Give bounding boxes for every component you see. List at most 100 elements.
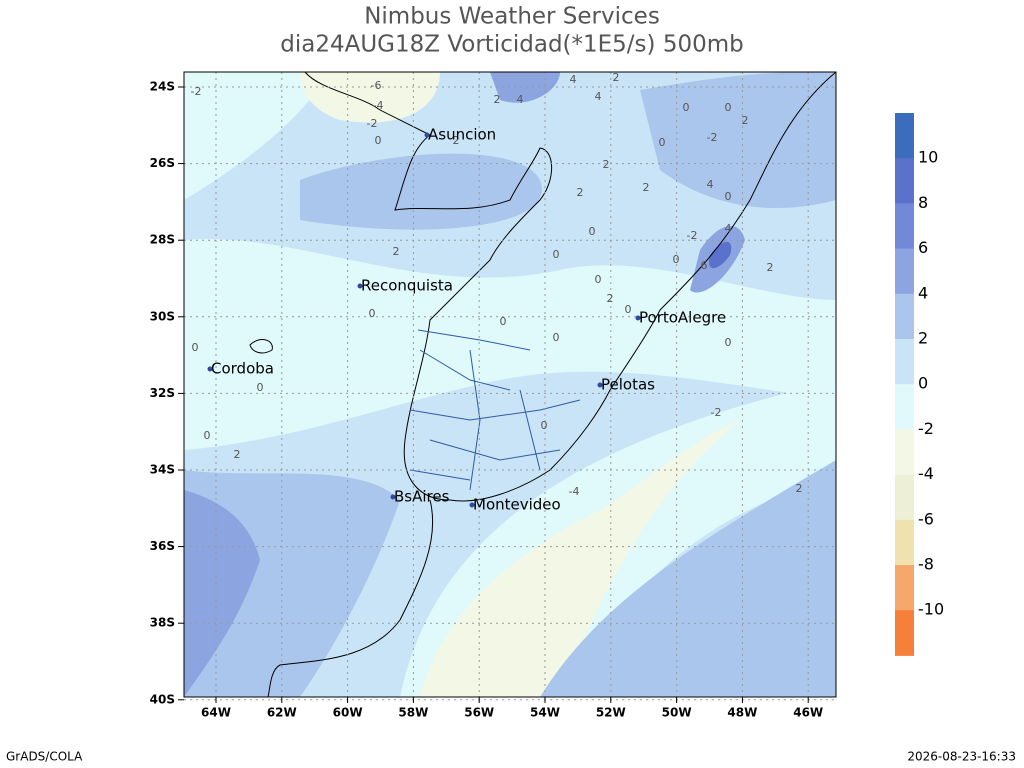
contour-label: -6: [371, 79, 382, 92]
contour-label: 2: [494, 93, 501, 106]
graticule: [184, 72, 836, 701]
contour-label: -2: [367, 117, 378, 130]
colorbar-label: 2: [918, 329, 928, 348]
colorbar-label: -2: [918, 419, 934, 438]
contour-label: 6: [701, 259, 708, 272]
contour-label: 2: [767, 261, 774, 274]
city-marker: [357, 283, 363, 289]
subtitle: dia24AUG18Z Vorticidad(*1E5/s) 500mb: [280, 32, 743, 58]
contour-label: 0: [589, 225, 596, 238]
city-marker: [469, 502, 475, 508]
contour-label: 4: [517, 93, 524, 106]
contour-label: 4: [595, 90, 602, 103]
contour-label: 2: [613, 71, 620, 84]
contour-label: 0: [375, 134, 382, 147]
contour-label: 0: [500, 315, 507, 328]
lon-label: 48W: [727, 706, 757, 720]
colorbar-swatch: [895, 519, 914, 566]
contour-label: 2: [643, 181, 650, 194]
contour-label: 0: [192, 341, 199, 354]
city-label: BsAires: [394, 488, 450, 506]
contour-label: 0: [595, 273, 602, 286]
lat-label: 26S: [150, 156, 175, 170]
colorbar-label: 4: [918, 283, 928, 302]
contour-label: 0: [541, 419, 548, 432]
contour-label: 0: [625, 303, 632, 316]
city-label: PortoAlegre: [639, 309, 726, 327]
contour-label: -2: [711, 406, 722, 419]
city-marker: [207, 366, 213, 372]
colorbar-label: -4: [918, 464, 934, 483]
colorbar-swatch: [895, 429, 914, 476]
contour-label: -2: [707, 131, 718, 144]
field: [184, 72, 836, 697]
city-marker: [597, 382, 603, 388]
city-marker: [424, 132, 430, 138]
contour-label: 2: [234, 448, 241, 461]
colorbar-label: -6: [918, 509, 934, 528]
colorbar-swatch: [895, 248, 914, 295]
colorbar-swatch: [895, 610, 914, 656]
contour-label: 2: [393, 245, 400, 258]
city-marker: [390, 494, 396, 500]
lat-label: 24S: [150, 80, 175, 94]
contour-label: 0: [673, 253, 680, 266]
lat-label: 40S: [150, 692, 175, 706]
contour-label: -4: [569, 485, 580, 498]
contour-label: 0: [683, 101, 690, 114]
lat-label: 38S: [150, 616, 175, 630]
contour-label: 0: [204, 429, 211, 442]
colorbar-label: 10: [918, 148, 938, 167]
colorbar-swatch: [895, 339, 914, 385]
lat-label: 34S: [150, 463, 175, 477]
colorbar-label: -8: [918, 555, 934, 574]
city-label: Pelotas: [601, 376, 655, 394]
footer-right: 2026-08-23-16:33: [907, 750, 1016, 764]
city-marker: [635, 315, 641, 321]
lat-label: 32S: [150, 386, 175, 400]
city-label: Asuncion: [428, 126, 496, 144]
contour-label: 0: [725, 190, 732, 203]
contour-label: 0: [553, 248, 560, 261]
contour-label: 0: [659, 136, 666, 149]
colorbar-swatch: [895, 203, 914, 250]
contour-label: -4: [373, 99, 384, 112]
lon-label: 58W: [398, 706, 428, 720]
coastline: [249, 71, 837, 698]
contour-label: 4: [725, 222, 732, 235]
contour-label: 2: [453, 134, 460, 147]
colorbar-swatch: [895, 293, 914, 340]
colorbar-swatch: [895, 474, 914, 521]
lon-label: 54W: [530, 706, 560, 720]
contour-label: 2: [577, 186, 584, 199]
colorbar-label: 6: [918, 238, 928, 257]
contour-label: 2: [607, 292, 614, 305]
lon-label: 62W: [267, 706, 297, 720]
colorbar-label: 8: [918, 193, 928, 212]
colorbar-swatch: [895, 565, 914, 611]
city-label: Montevideo: [473, 496, 561, 514]
contour-label: -2: [687, 229, 698, 242]
contour-label: -2: [191, 85, 202, 98]
contour-label: 4: [570, 73, 577, 86]
contour-label: 0: [725, 101, 732, 114]
lon-label: 64W: [201, 706, 231, 720]
contour-label: 4: [707, 178, 714, 191]
footer-left: GrADS/COLA: [6, 750, 83, 764]
lon-label: 60W: [333, 706, 363, 720]
colorbar-swatch: [895, 158, 914, 204]
lat-label: 36S: [150, 539, 175, 553]
contour-label: 2: [603, 158, 610, 171]
title: Nimbus Weather Services: [364, 4, 660, 30]
contour-label: 0: [257, 381, 264, 394]
lon-label: 52W: [596, 706, 626, 720]
lat-label: 28S: [150, 233, 175, 247]
colorbar-swatch: [895, 113, 914, 159]
lat-label: 30S: [150, 309, 175, 323]
contour-label: 2: [796, 482, 803, 495]
lon-label: 46W: [793, 706, 823, 720]
city-label: Reconquista: [361, 277, 453, 295]
colorbar-label: 0: [918, 374, 928, 393]
